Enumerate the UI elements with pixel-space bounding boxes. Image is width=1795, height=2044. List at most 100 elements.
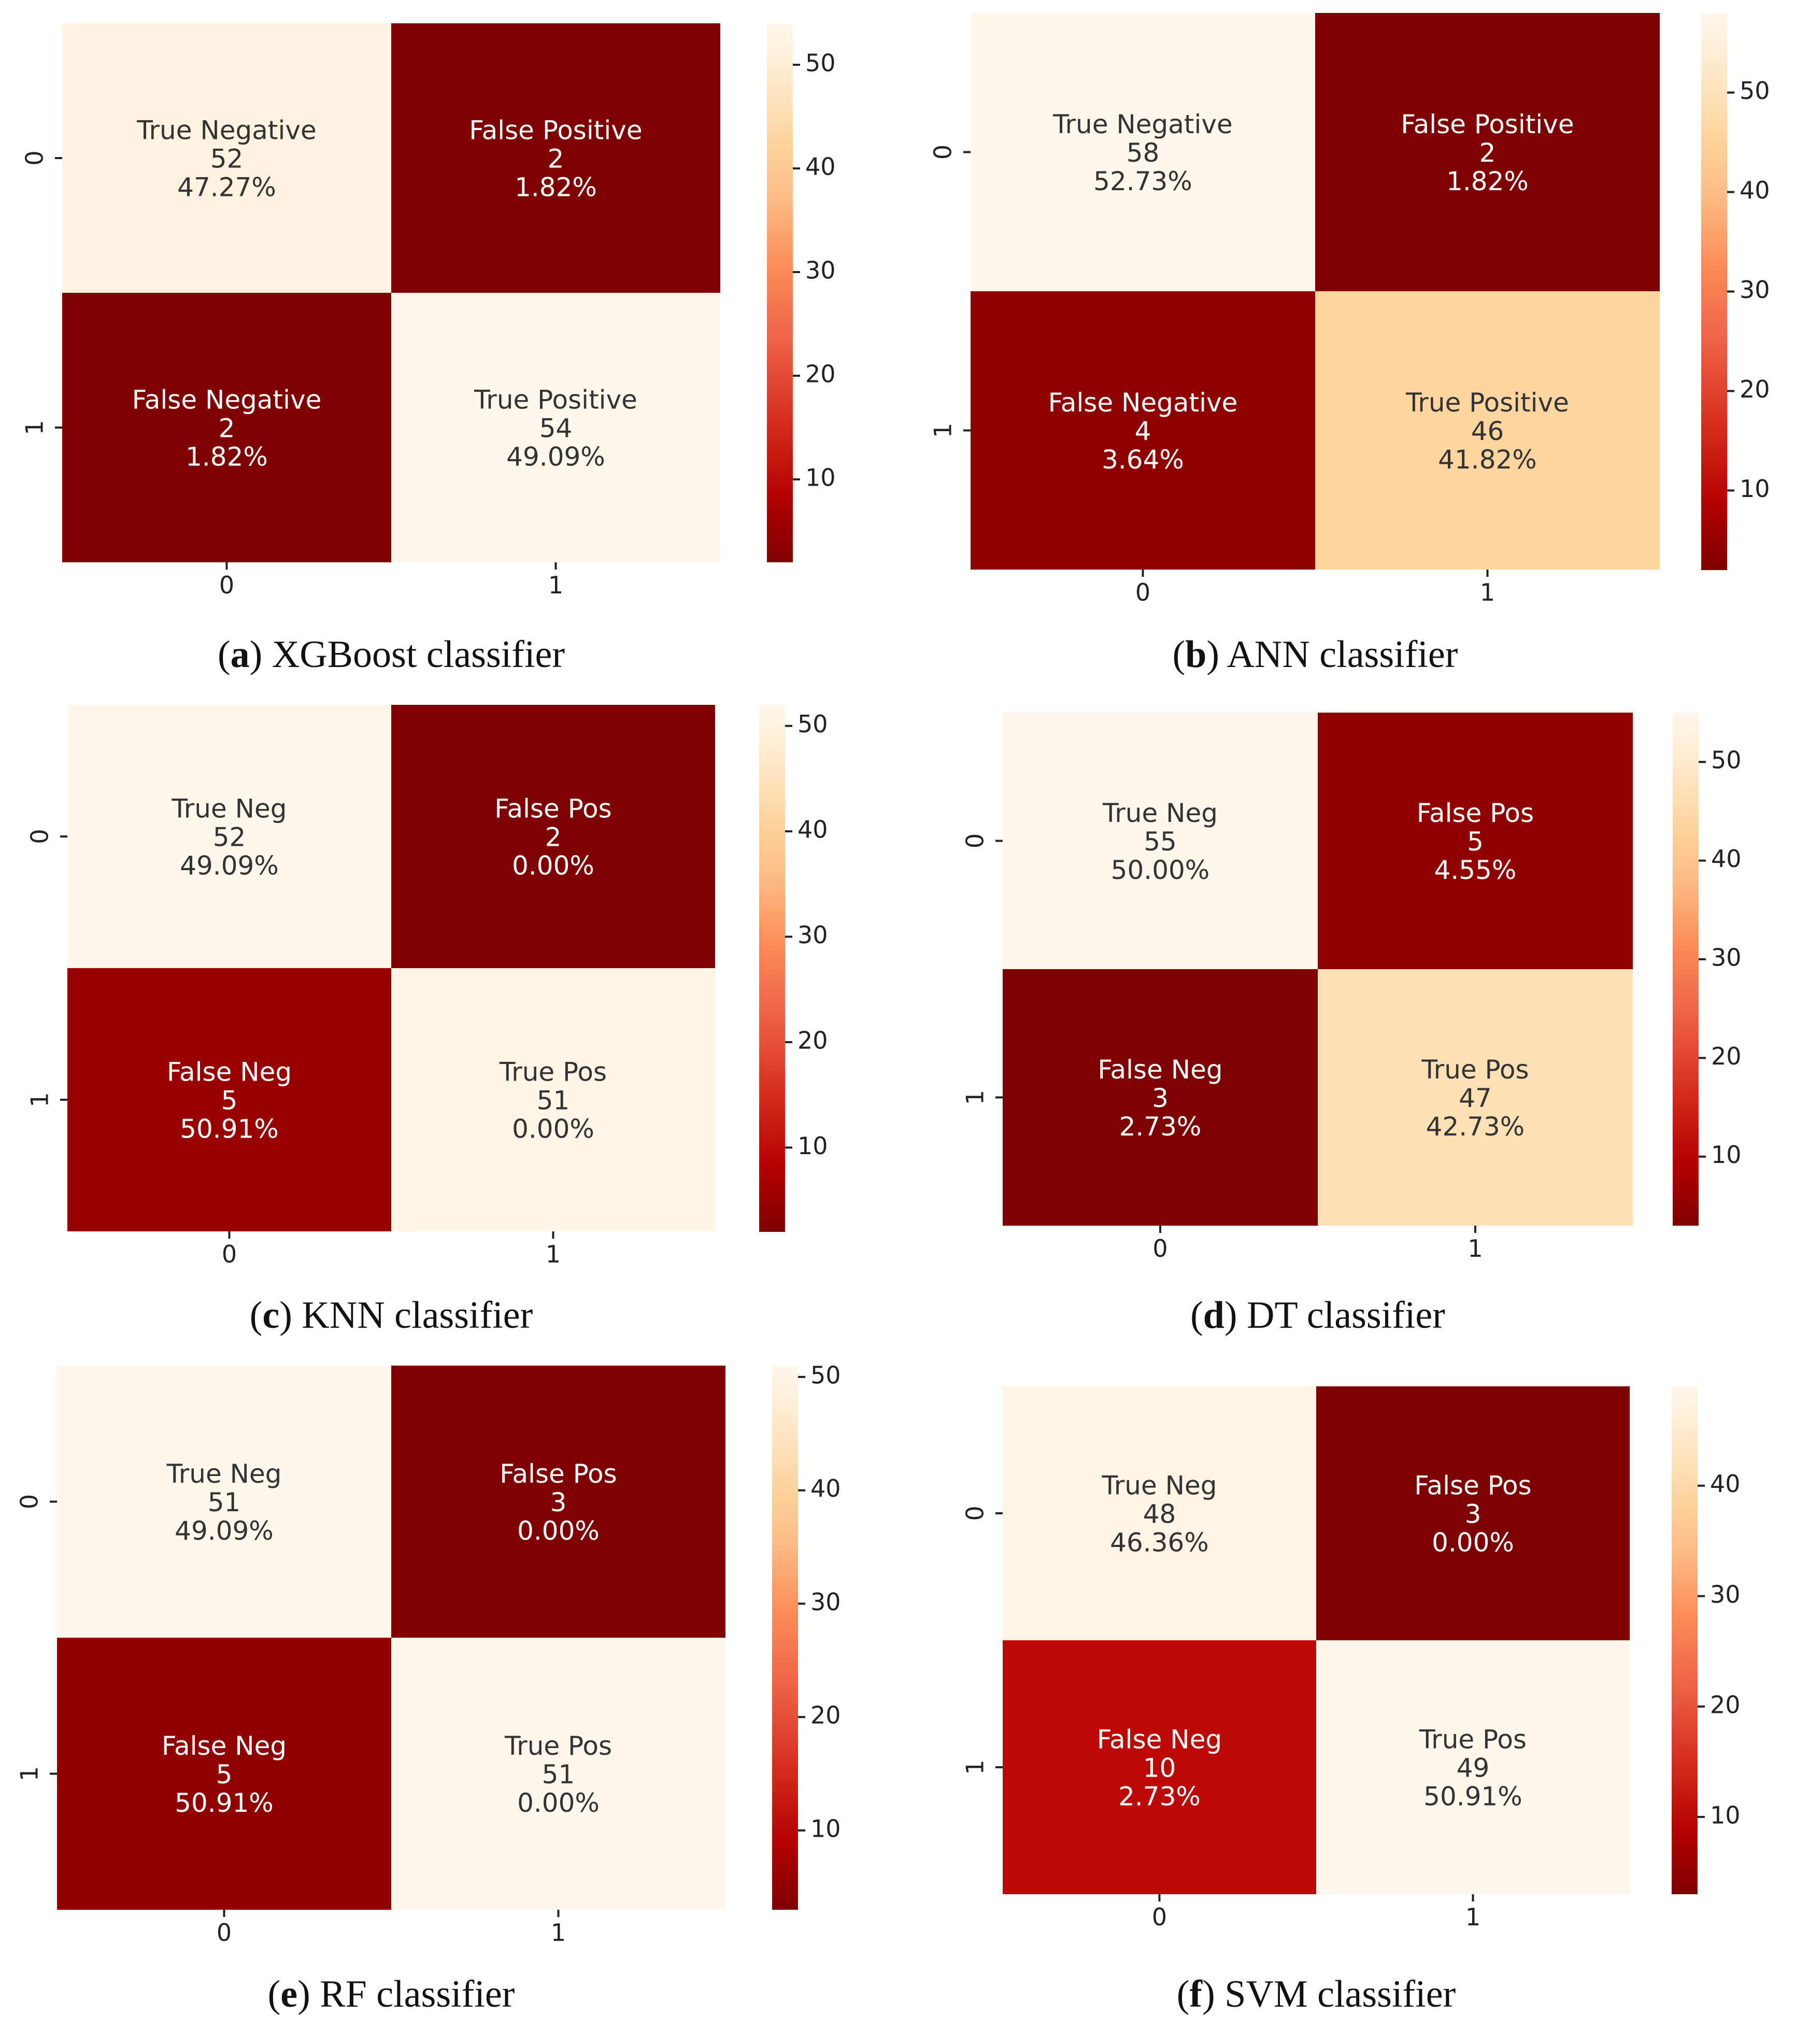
heatmap-cell [1003,1640,1316,1894]
caption-name: ) ANN classifier [1206,633,1458,676]
colorbar-tick-label: 50 [810,1361,841,1389]
colorbar [759,705,785,1232]
cell-percent: 52.73% [1093,166,1192,196]
colorbar-tick-label: 40 [810,1474,841,1502]
x-tick-label: 1 [548,571,563,599]
cell-label: True Negative [1052,109,1232,139]
cell-count: 51 [537,1086,570,1116]
panel-caption: (d) DT classifier [1190,1294,1445,1337]
colorbar-tick-label: 40 [1711,845,1742,873]
cell-label: False Pos [1414,1471,1531,1501]
y-tick-label: 1 [21,420,49,435]
cell-percent: 49.09% [175,1516,274,1546]
cell-count: 10 [1143,1753,1176,1783]
y-tick-label: 0 [961,833,989,848]
panel-caption: (b) ANN classifier [1173,633,1458,676]
caption-paren-open: ( [1177,1973,1190,2015]
cell-count: 4 [1135,416,1151,446]
cell-count: 3 [1465,1499,1481,1529]
cell-percent: 0.00% [1432,1528,1514,1558]
cell-label: False Neg [1098,1055,1222,1085]
heatmap-cell [391,1638,725,1910]
caption-letter: e [280,1973,297,2015]
cell-percent: 47.27% [177,173,276,203]
x-tick-label: 0 [219,571,234,599]
heatmap-cell [57,1366,391,1638]
cell-percent: 50.91% [1423,1782,1522,1812]
colorbar [1672,1386,1698,1894]
cell-percent: 4.55% [1434,855,1517,885]
heatmap-cell [391,968,715,1231]
cell-count: 52 [213,822,246,853]
cell-label: True Negative [136,116,316,146]
cell-label: False Positive [1401,109,1574,139]
cell-count: 51 [542,1759,575,1790]
cell-label: True Positive [1405,388,1569,418]
cell-label: False Neg [162,1731,287,1761]
colorbar-tick-label: 30 [810,1588,841,1616]
y-tick-label: 0 [929,145,957,160]
panel-caption: (a) XGBoost classifier [218,633,565,676]
cell-count: 3 [1152,1083,1169,1113]
cell-count: 52 [210,144,244,174]
colorbar-tick-label: 50 [797,710,828,738]
cell-count: 2 [1479,138,1496,168]
cell-percent: 50.00% [1111,855,1210,885]
heatmap-cell [1315,13,1660,291]
colorbar-tick-label: 30 [1710,1580,1741,1608]
colorbar-tick-label: 10 [1711,1141,1742,1169]
colorbar-tick-label: 20 [1711,1042,1742,1070]
caption-name: ) DT classifier [1224,1294,1445,1337]
cell-label: True Pos [1419,1725,1527,1755]
cell-label: True Neg [166,1459,282,1489]
cell-label: False Negative [1048,388,1238,418]
caption-name: ) KNN classifier [279,1294,533,1337]
cell-percent: 0.00% [512,851,594,881]
cell-label: True Pos [499,1057,607,1087]
panel-caption: (c) KNN classifier [250,1294,533,1337]
colorbar [1701,13,1727,570]
heatmap-cell [1315,291,1660,570]
x-tick-label: 1 [546,1240,561,1268]
cell-label: True Neg [1102,1471,1217,1501]
heatmap-cell [62,293,391,562]
cell-count: 51 [208,1487,241,1517]
cell-label: False Neg [167,1057,292,1087]
cell-percent: 0.00% [517,1516,600,1546]
cell-count: 48 [1143,1499,1176,1529]
colorbar-tick-label: 40 [797,816,828,844]
caption-paren-open: ( [250,1294,263,1337]
x-tick-label: 0 [1152,1903,1167,1931]
colorbar-tick-label: 30 [1740,276,1770,304]
cell-percent: 0.00% [517,1788,600,1818]
cell-percent: 50.91% [175,1788,274,1818]
colorbar-tick-label: 40 [1740,176,1770,204]
cell-count: 2 [219,414,235,444]
cell-percent: 2.73% [1119,1112,1202,1142]
x-tick-label: 0 [1152,1234,1167,1262]
cell-label: True Neg [1102,798,1218,828]
cell-percent: 1.82% [1446,166,1529,196]
x-tick-label: 1 [551,1919,566,1947]
cell-percent: 0.00% [512,1114,594,1144]
colorbar-tick-label: 10 [1710,1801,1741,1829]
cell-percent: 42.73% [1426,1112,1525,1142]
cell-percent: 49.09% [180,851,279,881]
colorbar-tick-label: 20 [797,1026,828,1054]
colorbar-tick-label: 10 [805,464,836,492]
y-tick-label: 0 [961,1506,989,1521]
heatmap-cell [1003,713,1318,969]
cell-percent: 50.91% [180,1114,279,1144]
cell-count: 3 [550,1487,567,1517]
panel-caption: (f) SVM classifier [1177,1973,1456,2015]
heatmap-cell [57,1638,391,1910]
heatmap-cell [391,705,715,968]
colorbar-tick-label: 30 [797,921,828,949]
cell-percent: 3.64% [1102,445,1184,475]
heatmap-cell [62,23,391,293]
